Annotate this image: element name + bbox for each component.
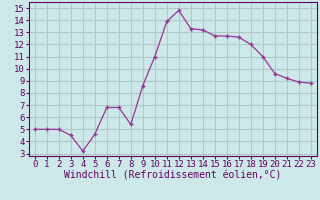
X-axis label: Windchill (Refroidissement éolien,°C): Windchill (Refroidissement éolien,°C) (64, 171, 282, 181)
